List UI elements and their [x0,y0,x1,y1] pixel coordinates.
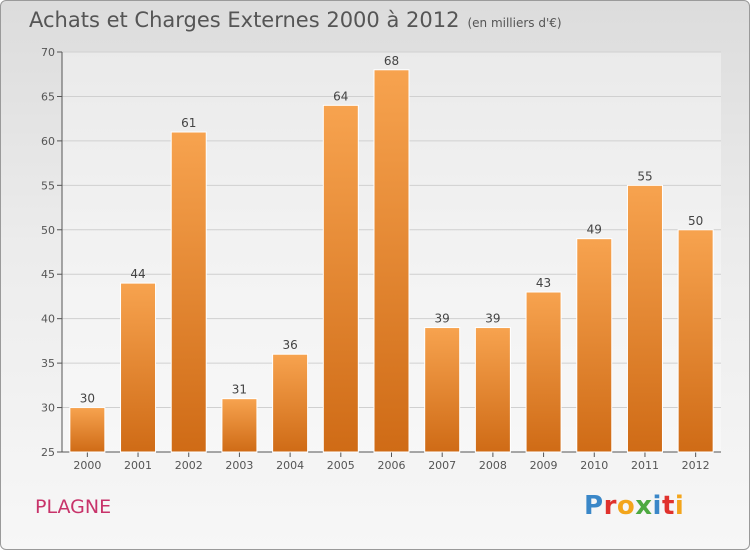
data-label-2006: 68 [384,54,399,68]
bar-2009 [525,291,562,453]
y-tick-label: 45 [41,268,55,281]
data-label-2012: 50 [688,214,703,228]
data-label-2002: 61 [181,116,196,130]
y-tick-label: 50 [41,224,55,237]
proxiti-logo[interactable]: Proxiti [584,491,684,521]
x-tick-label-2007: 2007 [428,459,456,472]
y-tick-labels: 25 30 35 40 45 50 55 60 65 70 [41,46,55,459]
bar-2004 [272,353,309,453]
x-tick-label-2006: 2006 [378,459,406,472]
y-tick-label: 25 [41,446,55,459]
y-tick-label: 55 [41,179,55,192]
bar-2003 [221,398,258,453]
logo-letter: i [674,491,685,521]
logo-letter: x [635,491,653,521]
bar-2001 [120,282,157,453]
y-tick-label: 65 [41,90,55,103]
x-tick-label-2001: 2001 [124,459,152,472]
y-tick-label: 30 [41,402,55,415]
y-tick-label: 35 [41,357,55,370]
logo-letter: P [584,491,604,521]
chart-subtitle: (en milliers d'€) [467,16,562,30]
y-tick-label: 70 [41,46,55,59]
x-tick-label-2009: 2009 [530,459,558,472]
data-label-2007: 39 [435,312,450,326]
data-label-2001: 44 [130,267,145,281]
logo-letter: o [616,491,636,521]
x-tick-label-2011: 2011 [631,459,659,472]
chart-title-text: Achats et Charges Externes 2000 à 2012 [29,8,460,32]
bar-2005 [322,104,359,453]
data-labels: 30 44 61 31 36 64 68 39 39 43 49 55 50 [80,54,704,406]
bar-2000 [69,407,106,453]
data-label-2010: 49 [587,223,602,237]
logo-letter: i [652,491,662,521]
bar-2010 [576,238,613,453]
x-tick-label-2008: 2008 [479,459,507,472]
x-tick-label-2005: 2005 [327,459,355,472]
data-label-2000: 30 [80,392,95,406]
data-label-2011: 55 [637,169,652,183]
bar-2012 [677,229,714,453]
data-label-2004: 36 [282,338,297,352]
x-tick-label-2004: 2004 [276,459,304,472]
data-label-2008: 39 [485,312,500,326]
x-tick-label-2000: 2000 [73,459,101,472]
data-label-2003: 31 [232,383,247,397]
x-tick-label-2003: 2003 [225,459,253,472]
bar-2002 [170,131,207,453]
x-tick-label-2010: 2010 [580,459,608,472]
data-label-2005: 64 [333,89,348,103]
x-tick-label-2002: 2002 [175,459,203,472]
place-name: PLAGNE [35,496,112,518]
data-label-2009: 43 [536,276,551,290]
x-tick-label-2012: 2012 [682,459,710,472]
bar-2007 [424,327,461,453]
bar-2006 [373,69,410,453]
y-tick-label: 60 [41,135,55,148]
bar-2011 [626,184,663,453]
bars [69,69,714,453]
logo-letter: r [603,491,617,521]
logo-letter: t [661,491,675,521]
x-tick-labels: 2000 2001 2002 2003 2004 2005 2006 2007 2008 2009… [73,459,709,472]
y-tick-label: 40 [41,313,55,326]
chart-title: Achats et Charges Externes 2000 à 2012 (e… [29,8,562,32]
bar-2008 [474,327,511,453]
